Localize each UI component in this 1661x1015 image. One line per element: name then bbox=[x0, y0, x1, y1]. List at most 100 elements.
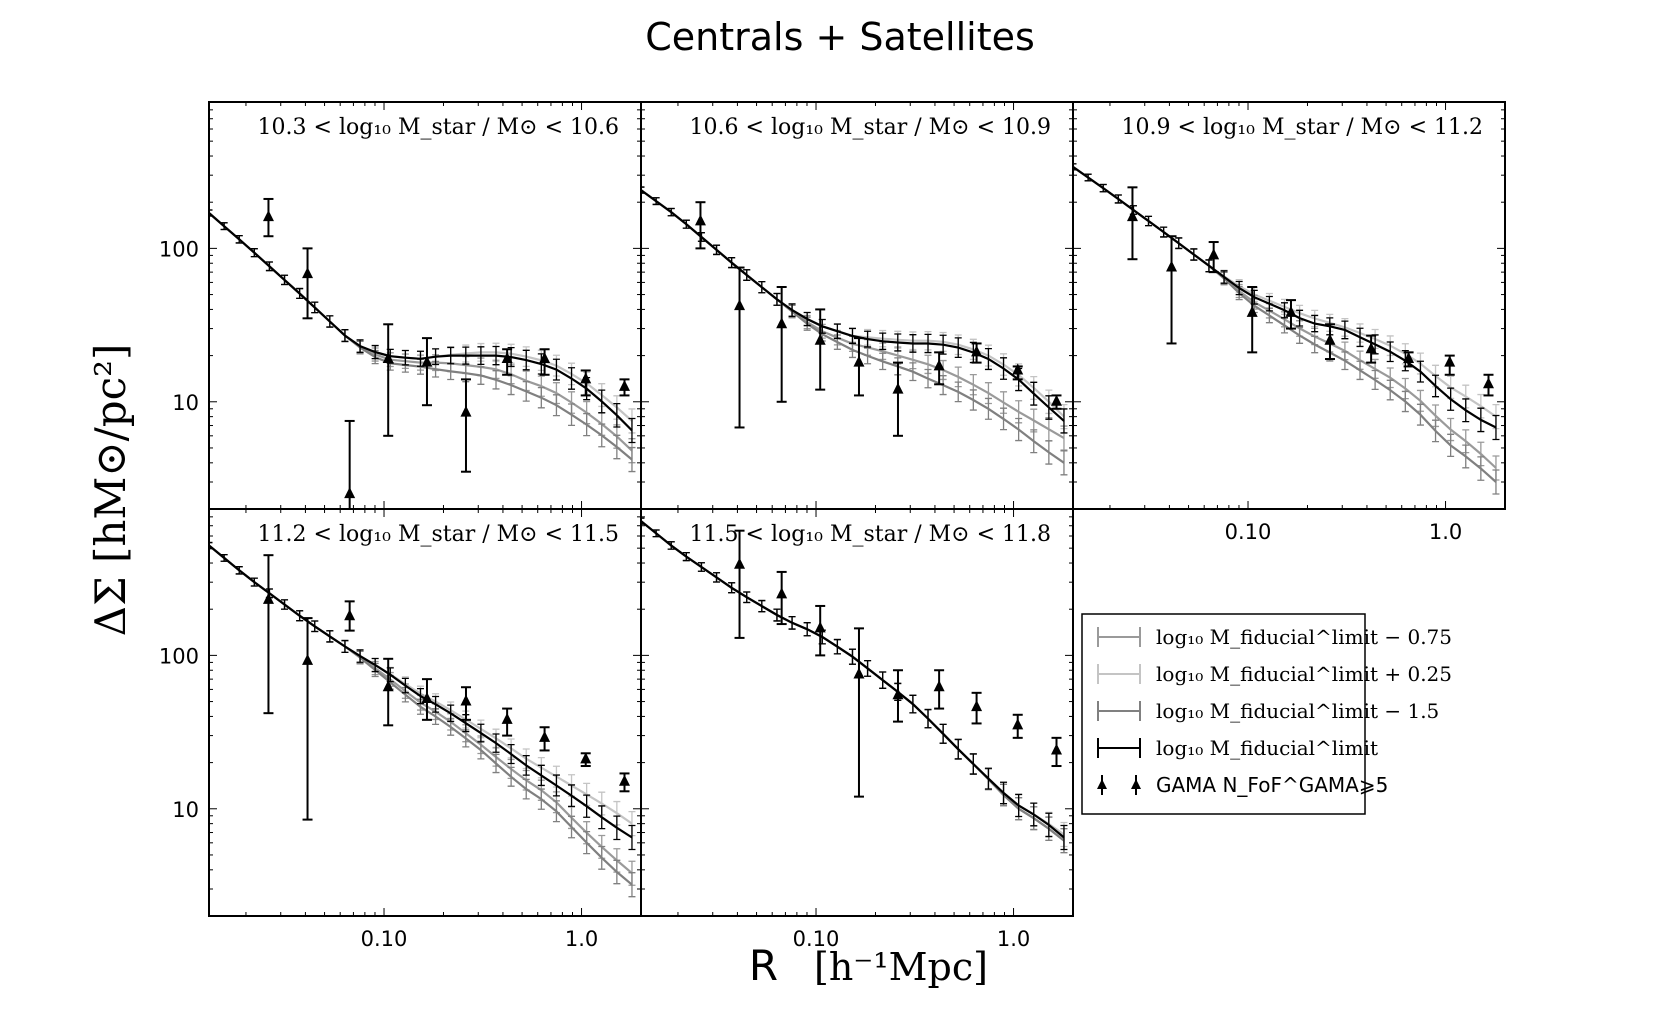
series-errorbar bbox=[833, 323, 841, 340]
series-errorbar bbox=[758, 280, 766, 294]
series-errorbar bbox=[939, 334, 947, 355]
series-errorbar bbox=[894, 333, 902, 352]
series-errorbar bbox=[984, 397, 992, 420]
legend-item: log₁₀ M_fiducial^limit − 0.75 bbox=[1097, 625, 1452, 649]
series-errorbar bbox=[311, 301, 319, 314]
legend-label: log₁₀ M_fiducial^limit − 0.75 bbox=[1156, 625, 1452, 649]
series-errorbar bbox=[864, 659, 872, 677]
series-errorbar bbox=[803, 622, 811, 637]
panel-title: 10.6 < log₁₀ M_star / M⊙ < 10.9 bbox=[690, 115, 1051, 140]
series-errorbar bbox=[1175, 237, 1183, 250]
gama-point bbox=[892, 382, 904, 394]
series-gama bbox=[694, 201, 1062, 437]
series-errorbar bbox=[1030, 429, 1038, 454]
gama-point bbox=[421, 691, 433, 703]
series-errorbar bbox=[758, 599, 766, 613]
series-errorbar bbox=[864, 347, 872, 365]
panel-2: 10.6 < log₁₀ M_star / M⊙ < 10.9 bbox=[640, 101, 1074, 510]
series-errorbar bbox=[1447, 387, 1455, 411]
series-errorbar bbox=[1060, 408, 1068, 434]
series-errorbar bbox=[652, 197, 660, 206]
series-errorbar bbox=[628, 824, 636, 851]
gama-point bbox=[580, 372, 592, 384]
series-errorbar bbox=[909, 362, 917, 382]
series-errorbar bbox=[879, 352, 887, 371]
gama-point bbox=[734, 557, 746, 569]
series-errorbar bbox=[583, 830, 591, 855]
series-errorbar bbox=[848, 327, 856, 345]
x-tick-label: 0.10 bbox=[1225, 520, 1272, 544]
x-tick-label: 0.10 bbox=[793, 927, 840, 951]
series-errorbar bbox=[1220, 270, 1228, 284]
gama-point bbox=[302, 653, 314, 665]
series-errorbar bbox=[1060, 450, 1068, 476]
legend-label: GAMA N_FoF^GAMA⩾5 bbox=[1156, 773, 1388, 797]
series-gama bbox=[262, 554, 630, 821]
series-errorbar bbox=[1492, 469, 1500, 495]
series-fiducial bbox=[209, 209, 636, 444]
series-errorbar bbox=[773, 292, 781, 306]
series-errorbar bbox=[1311, 314, 1319, 333]
panel-frame bbox=[640, 508, 1074, 917]
gama-point bbox=[1246, 305, 1258, 317]
gama-point bbox=[539, 730, 551, 742]
series-errorbar bbox=[250, 577, 258, 587]
series-errorbar bbox=[401, 349, 409, 366]
series-errorbar bbox=[833, 638, 841, 655]
series-errorbar bbox=[477, 346, 485, 366]
series-errorbar bbox=[773, 608, 781, 622]
gama-point bbox=[1050, 743, 1062, 755]
series-errorbar bbox=[879, 332, 887, 351]
series-errorbar bbox=[954, 381, 962, 403]
series-gama bbox=[734, 529, 1062, 798]
series-errorbar bbox=[583, 412, 591, 437]
series-errorbar bbox=[568, 815, 576, 839]
gama-point bbox=[344, 609, 356, 621]
gama-point bbox=[1166, 260, 1178, 272]
series-errorbar bbox=[598, 423, 606, 448]
series-errorbar bbox=[220, 553, 228, 562]
series-errorbar bbox=[1296, 327, 1304, 344]
gama-point bbox=[262, 210, 274, 222]
series-errorbar bbox=[1311, 335, 1319, 354]
gama-point bbox=[382, 680, 394, 692]
series-errorbar bbox=[1477, 407, 1485, 433]
series-errorbar bbox=[1296, 309, 1304, 327]
series-errorbar bbox=[788, 615, 796, 630]
series-errorbar bbox=[265, 261, 273, 272]
x-tick-label: 1.0 bbox=[565, 927, 598, 951]
gama-point bbox=[734, 299, 746, 311]
series-errorbar bbox=[235, 234, 243, 244]
legend-item: GAMA N_FoF^GAMA⩾5 bbox=[1097, 773, 1388, 797]
panel-title: 10.9 < log₁₀ M_star / M⊙ < 11.2 bbox=[1122, 115, 1483, 140]
gama-point bbox=[501, 712, 513, 724]
series-errorbar bbox=[568, 784, 576, 808]
series-errorbar bbox=[507, 744, 515, 765]
panel-plot-area bbox=[209, 541, 636, 898]
series-errorbar bbox=[296, 610, 304, 622]
series-line bbox=[1073, 165, 1497, 418]
series-line bbox=[209, 212, 633, 452]
series-errorbar bbox=[1045, 812, 1053, 838]
series-errorbar bbox=[1000, 357, 1008, 380]
series-errorbar bbox=[954, 738, 962, 760]
panel-frame bbox=[640, 101, 1074, 510]
y-tick-label: 100 bbox=[159, 237, 199, 261]
series-errorbar bbox=[522, 349, 530, 371]
panel-ticks bbox=[1073, 101, 1506, 510]
y-tick-label: 10 bbox=[172, 391, 199, 415]
series-line bbox=[209, 212, 633, 461]
series-errorbar bbox=[924, 708, 932, 729]
series-errorbar bbox=[522, 778, 530, 800]
series-errorbar bbox=[598, 805, 606, 830]
gama-point bbox=[814, 621, 826, 633]
series-errorbar bbox=[1462, 444, 1470, 469]
series-errorbar bbox=[209, 209, 213, 217]
series-errorbar bbox=[613, 815, 621, 841]
series-errorbar bbox=[613, 859, 621, 885]
panel-frame bbox=[208, 508, 642, 917]
gama-point bbox=[1012, 363, 1024, 375]
series-line bbox=[641, 189, 1065, 440]
panel-title: 11.5 < log₁₀ M_star / M⊙ < 11.8 bbox=[690, 522, 1051, 547]
